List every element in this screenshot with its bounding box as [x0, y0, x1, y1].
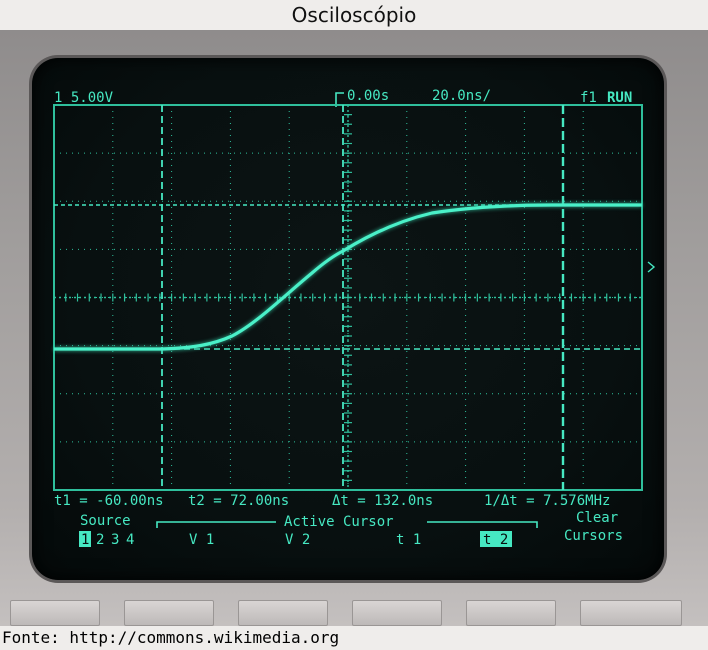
readout-t2: t2 = 72.00ns	[188, 493, 289, 509]
channel-scale-label: 1 5.00V	[54, 90, 114, 106]
graticule	[53, 104, 643, 491]
active-cursor-bracket	[156, 521, 538, 528]
page-title: Osciloscópio	[0, 0, 708, 30]
selected-channel-highlight	[79, 531, 91, 547]
active-cursor-label: Active Cursor	[284, 514, 394, 530]
scope-display: 1 5.00V 0.00s 20.0ns/ f1 RUN t1 = -60.00…	[53, 88, 656, 548]
trigger-level-icon	[647, 261, 656, 273]
source-label: Source	[80, 513, 131, 529]
source-channel-2[interactable]: 2	[96, 532, 104, 548]
hardware-softkey-6[interactable]	[580, 600, 682, 626]
clear-cursors-line1[interactable]: Clear	[576, 510, 618, 526]
softkey-t2-selected[interactable]: t 2	[480, 531, 512, 548]
readout-delta-t: Δt = 132.0ns	[332, 493, 433, 509]
clear-cursors-line2[interactable]: Cursors	[564, 528, 623, 544]
oscilloscope-screen: 1 5.00V 0.00s 20.0ns/ f1 RUN t1 = -60.00…	[32, 58, 664, 580]
softkey-t2-highlight	[480, 531, 512, 547]
hardware-softkey-2[interactable]	[124, 600, 214, 626]
hardware-softkey-5[interactable]	[466, 600, 556, 626]
hardware-softkey-1[interactable]	[10, 600, 100, 626]
source-channel-selector[interactable]: 1 2 3 4	[79, 531, 134, 548]
source-channel-1[interactable]: 1	[81, 532, 89, 548]
softkey-t1[interactable]: t 1	[396, 532, 421, 548]
hardware-softkey-4[interactable]	[352, 600, 442, 626]
readout-t1: t1 = -60.00ns	[54, 493, 164, 509]
run-status: RUN	[607, 90, 632, 106]
time-delay-label: 0.00s	[347, 88, 389, 104]
trigger-label: f1	[580, 90, 597, 106]
readout-inv-delta-t: 1/Δt = 7.576MHz	[484, 493, 610, 509]
waveform-trace	[54, 203, 642, 351]
softkey-t2[interactable]: t 2	[483, 532, 508, 548]
source-channel-4[interactable]: 4	[126, 532, 134, 548]
hardware-softkey-3[interactable]	[238, 600, 328, 626]
softkey-v1[interactable]: V 1	[189, 532, 214, 548]
time-base-label: 20.0ns/	[432, 88, 491, 104]
source-credit: Fonte: http://commons.wikimedia.org	[0, 626, 708, 650]
softkey-v2[interactable]: V 2	[285, 532, 310, 548]
source-channel-3[interactable]: 3	[111, 532, 119, 548]
delay-marker-icon	[335, 92, 344, 107]
